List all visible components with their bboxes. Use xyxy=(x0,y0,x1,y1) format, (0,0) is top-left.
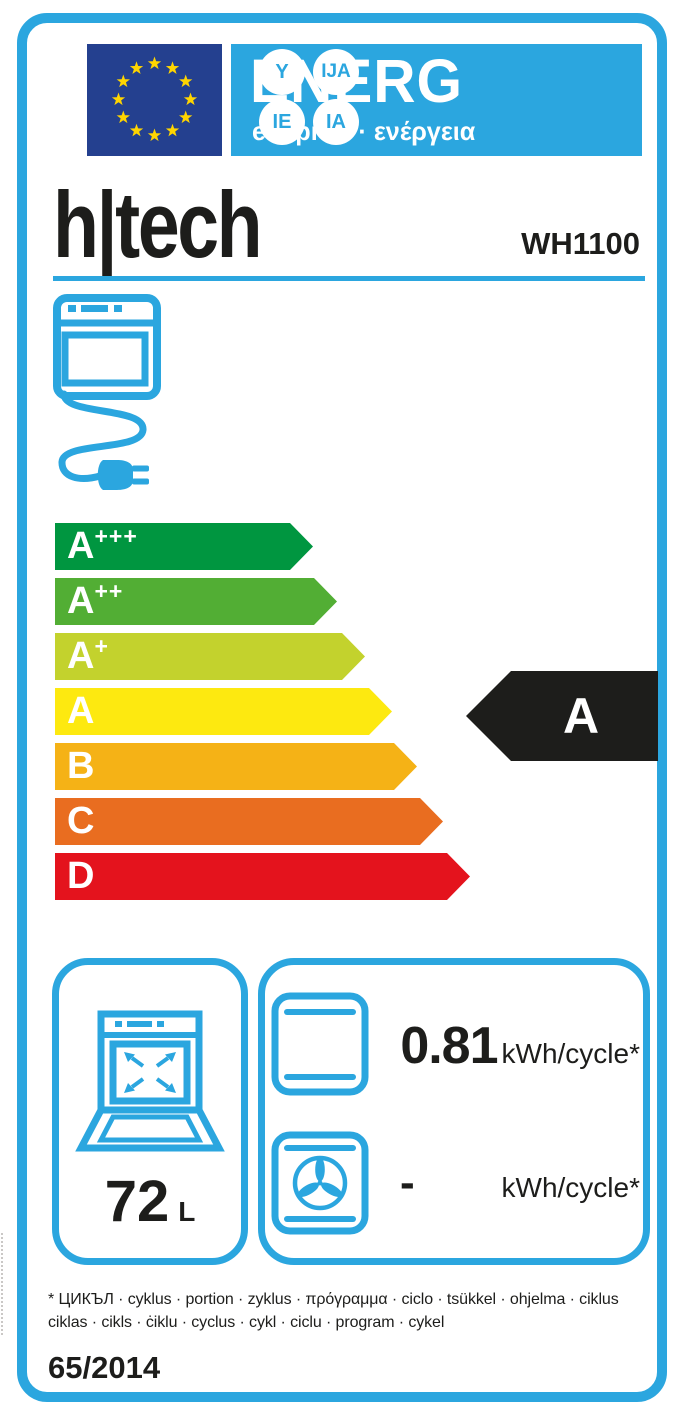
rating-bar-c: C xyxy=(55,798,443,845)
rating-bar-d: D xyxy=(55,853,470,900)
rating-bar-b: B xyxy=(55,743,417,790)
rating-bar-a-plus3: A +++ xyxy=(55,523,313,570)
fan-unit: kWh/cycle* xyxy=(501,1172,640,1203)
footnote-line-1: * ЦИКЪЛ · cyklus · portion · zyklus · πρ… xyxy=(48,1291,619,1308)
rating-bar-a-plus1: A + xyxy=(55,633,365,680)
conventional-value: 0.81 xyxy=(400,1017,498,1075)
oven-plug-icon xyxy=(53,294,168,499)
language-badge-ija: IJA xyxy=(313,49,359,95)
current-rating-letter: A xyxy=(562,688,600,744)
rating-plus: +++ xyxy=(94,523,138,549)
rating-letter: D xyxy=(67,855,95,897)
rating-letter: A xyxy=(67,580,95,622)
oven-volume-icon xyxy=(75,1010,225,1160)
language-badge-ie: IE xyxy=(259,99,305,145)
rating-letter: B xyxy=(67,745,95,787)
footnote-line-2: ciklas · cikls · ċiklu · cyclus · cykl ·… xyxy=(48,1314,445,1332)
rating-plus: ++ xyxy=(94,578,124,604)
rating-letter: A xyxy=(67,635,95,677)
current-rating-arrow: A xyxy=(466,671,658,761)
regulation-number: 65/2014 xyxy=(48,1350,161,1385)
rating-letter: C xyxy=(67,800,95,842)
fan-oven-icon xyxy=(271,1131,369,1235)
brand-logo: h|tech xyxy=(53,172,263,277)
conventional-unit: kWh/cycle* xyxy=(501,1038,640,1069)
capacity-unit: L xyxy=(178,1196,196,1227)
eu-flag-icon xyxy=(87,44,222,156)
footnote: * ЦИКЪЛ · cyklus · portion · zyklus · πρ… xyxy=(48,1288,619,1334)
rating-plus: + xyxy=(94,633,109,659)
language-badge-y: Y xyxy=(259,49,305,95)
fan-consumption-readout: - kWh/cycle* xyxy=(400,1158,640,1208)
fan-value: - xyxy=(400,1158,415,1207)
capacity-readout: 72 L xyxy=(52,1168,248,1235)
edge-print-marking xyxy=(1,1233,3,1335)
model-number: WH1100 xyxy=(521,226,640,261)
capacity-value: 72 xyxy=(104,1169,170,1234)
language-badge-ia: IA xyxy=(313,99,359,145)
header-divider xyxy=(53,276,645,281)
rating-bar-a: A xyxy=(55,688,392,735)
rating-bar-a-plus2: A ++ xyxy=(55,578,337,625)
conventional-consumption-readout: 0.81 kWh/cycle* xyxy=(374,1016,640,1076)
conventional-oven-icon xyxy=(271,992,369,1096)
rating-letter: A xyxy=(67,690,95,732)
rating-letter: A xyxy=(67,525,95,567)
